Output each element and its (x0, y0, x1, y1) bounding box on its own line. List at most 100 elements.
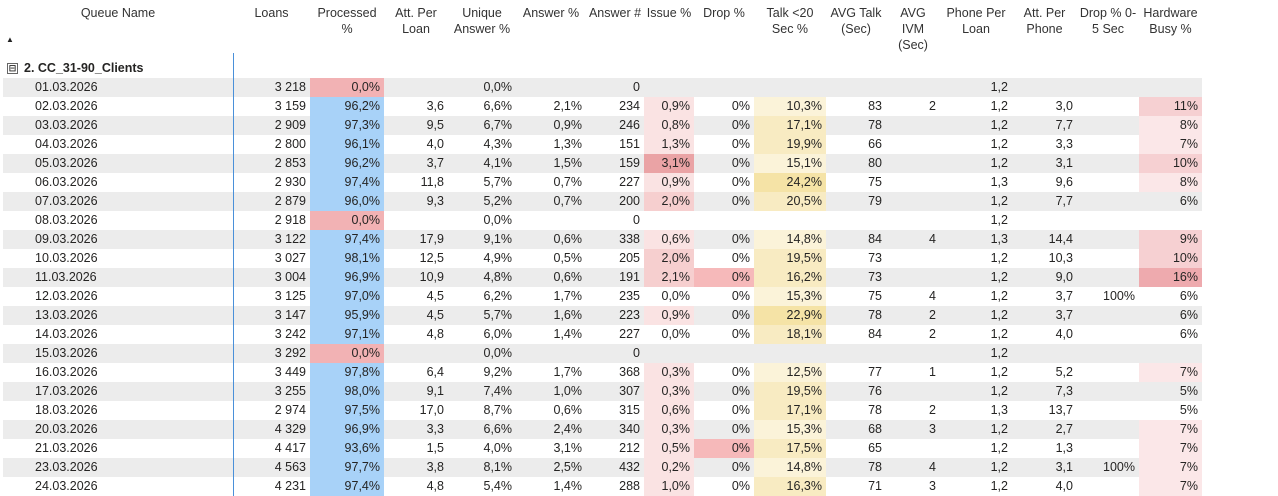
cell-phone_loan: 1,2 (940, 306, 1012, 325)
cell-att_loan: 4,0 (426, 137, 444, 151)
cell-att_phone: 9,6 (1055, 175, 1073, 189)
cell-avg_ivm (886, 439, 940, 458)
column-header-drop[interactable]: Drop % (703, 6, 745, 20)
column-header-avg_ivm[interactable]: AVG IVM (Sec) (898, 6, 928, 52)
table-row[interactable]: 12.03.2026 3 125 97,0% 4,5 6,2% 1,7% 235 0,0% 0%… (3, 287, 1202, 306)
header-row: Queue Name Loans Processed % Att. Per Loan U… (3, 0, 1202, 53)
cell-avg_ivm: 2 (929, 327, 936, 341)
sort-ascending-icon[interactable]: ▲ (6, 35, 14, 44)
table-row[interactable]: 03.03.2026 2 909 97,3% 9,5 6,7% 0,9% 246 0,8% 0%… (3, 116, 1202, 135)
table-row[interactable]: 02.03.2026 3 159 96,2% 3,6 6,6% 2,1% 234 0,9% 0%… (3, 97, 1202, 116)
cell-processed: 0,0% (310, 211, 384, 230)
group-row[interactable]: ⊟ 2. CC_31-90_Clients (3, 59, 1202, 78)
column-header-answer_num[interactable]: Answer # (588, 6, 642, 20)
column-header-loans[interactable]: Loans (254, 6, 289, 20)
cell-unique_ans: 0,0% (448, 78, 516, 97)
cell-unique_ans: 6,2% (483, 289, 513, 303)
table-row[interactable]: 17.03.2026 3 255 98,0% 9,1 7,4% 1,0% 307 0,3% 0%… (3, 382, 1202, 401)
table-row[interactable]: 07.03.2026 2 879 96,0% 9,3 5,2% 0,7% 200 2,0% 0%… (3, 192, 1202, 211)
table-row[interactable]: 11.03.2026 3 004 96,9% 10,9 4,8% 0,6% 191 2,1% 0… (3, 268, 1202, 287)
cell-phone_loan: 1,2 (990, 441, 1008, 455)
cell-processed: 95,9% (310, 306, 384, 325)
cell-queue: 05.03.2026 (3, 154, 234, 173)
cell-talk20 (754, 344, 826, 363)
column-header-hw_busy[interactable]: Hardware Busy % (1143, 6, 1198, 36)
table-row[interactable]: 14.03.2026 3 242 97,1% 4,8 6,0% 1,4% 227 0,0% 0%… (3, 325, 1202, 344)
cell-unique_ans: 6,7% (448, 116, 516, 135)
table-row[interactable]: 06.03.2026 2 930 97,4% 11,8 5,7% 0,7% 227 0,9% 0… (3, 173, 1202, 192)
table-row[interactable]: 15.03.2026 3 292 0,0% 0,0% 0 1,2 (3, 344, 1202, 363)
cell-avg_talk: 77 (868, 365, 882, 379)
cell-answer_pct (516, 211, 586, 230)
cell-answer_pct: 1,7% (553, 365, 583, 379)
collapse-icon[interactable]: ⊟ (7, 63, 18, 75)
cell-unique_ans: 5,7% (483, 175, 513, 189)
cell-answer_num: 338 (586, 230, 644, 249)
cell-talk20: 22,9% (754, 306, 826, 325)
cell-talk20: 19,5% (754, 249, 826, 268)
table-row[interactable]: 05.03.2026 2 853 96,2% 3,7 4,1% 1,5% 159 3,1% 0%… (3, 154, 1202, 173)
cell-att_loan: 17,9 (384, 230, 448, 249)
table-row[interactable]: 09.03.2026 3 122 97,4% 17,9 9,1% 0,6% 338 0,6% 0… (3, 230, 1202, 249)
cell-avg_talk: 80 (826, 154, 886, 173)
cell-issue: 2,0% (644, 249, 694, 268)
cell-att_phone: 1,3 (1055, 441, 1073, 455)
table-row[interactable]: 18.03.2026 2 974 97,5% 17,0 8,7% 0,6% 315 0,6% 0… (3, 401, 1202, 420)
cell-processed: 96,9% (310, 268, 384, 287)
table-row[interactable]: 24.03.2026 4 231 97,4% 4,8 5,4% 1,4% 288 1,0% 0%… (3, 477, 1202, 496)
table-row[interactable]: 13.03.2026 3 147 95,9% 4,5 5,7% 1,6% 223 0,9% 0%… (3, 306, 1202, 325)
table-row[interactable]: 08.03.2026 2 918 0,0% 0,0% 0 1,2 (3, 211, 1202, 230)
cell-processed: 98,1% (310, 249, 384, 268)
cell-avg_ivm (886, 249, 940, 268)
column-header-answer_pct[interactable]: Answer % (522, 6, 580, 20)
cell-processed: 96,0% (310, 192, 384, 211)
cell-att_phone: 5,2 (1055, 365, 1073, 379)
table-row[interactable]: 10.03.2026 3 027 98,1% 12,5 4,9% 0,5% 205 2,0% 0… (3, 249, 1202, 268)
cell-answer_num: 212 (619, 441, 640, 455)
cell-att_phone (1012, 344, 1077, 363)
cell-processed: 97,8% (310, 363, 384, 382)
cell-hw_busy (1139, 344, 1202, 363)
table-row[interactable]: 04.03.2026 2 800 96,1% 4,0 4,3% 1,3% 151 1,3% 0%… (3, 135, 1202, 154)
column-header-issue[interactable]: Issue % (646, 6, 692, 20)
column-header-queue[interactable]: Queue Name (80, 6, 156, 20)
table-row[interactable]: 20.03.2026 4 329 96,9% 3,3 6,6% 2,4% 340 0,3% 0%… (3, 420, 1202, 439)
column-header-avg_talk[interactable]: AVG Talk (Sec) (830, 6, 882, 36)
column-header-processed[interactable]: Processed % (317, 6, 377, 36)
cell-avg_talk: 78 (826, 116, 886, 135)
cell-att_loan: 3,3 (384, 420, 448, 439)
column-header-talk20[interactable]: Talk <20 Sec % (766, 6, 814, 36)
cell-issue: 0,8% (644, 116, 694, 135)
cell-talk20: 16,2% (754, 268, 826, 287)
cell-issue: 1,3% (644, 135, 694, 154)
table-row[interactable]: 16.03.2026 3 449 97,8% 6,4 9,2% 1,7% 368 0,3% 0%… (3, 363, 1202, 382)
cell-processed: 97,4% (310, 173, 384, 192)
cell-unique_ans: 7,4% (448, 382, 516, 401)
cell-avg_talk: 65 (868, 441, 882, 455)
cell-loans: 3 255 (233, 382, 310, 401)
column-header-att_phone[interactable]: Att. Per Phone (1023, 6, 1066, 36)
table-row[interactable]: 01.03.2026 3 218 0,0% 0,0% 0 1,2 (3, 78, 1202, 97)
cell-queue: 18.03.2026 (3, 401, 234, 420)
data-table: Queue Name Loans Processed % Att. Per Loan U… (3, 0, 1202, 496)
cell-answer_num: 223 (586, 306, 644, 325)
table-row[interactable]: 23.03.2026 4 563 97,7% 3,8 8,1% 2,5% 432 0,2% 0%… (3, 458, 1202, 477)
cell-att_phone: 4,0 (1055, 327, 1073, 341)
cell-answer_pct: 1,4% (553, 327, 583, 341)
cell-queue: 23.03.2026 (3, 458, 234, 477)
cell-att_loan: 4,5 (426, 289, 444, 303)
cell-answer_num: 288 (619, 479, 640, 493)
table-row[interactable]: 21.03.2026 4 417 93,6% 1,5 4,0% 3,1% 212 0,5% 0%… (3, 439, 1202, 458)
cell-unique_ans: 4,1% (448, 154, 516, 173)
cell-unique_ans: 5,7% (448, 306, 516, 325)
column-header-drop05[interactable]: Drop % 0-5 Sec (1079, 6, 1137, 36)
column-header-unique_ans[interactable]: Unique Answer % (453, 6, 511, 36)
column-header-phone_loan[interactable]: Phone Per Loan (946, 6, 1006, 36)
column-header-att_loan[interactable]: Att. Per Loan (395, 6, 437, 36)
cell-drop: 0% (694, 458, 754, 477)
cell-queue: 21.03.2026 (3, 439, 234, 458)
cell-drop: 0% (731, 289, 750, 303)
cell-hw_busy: 7% (1139, 420, 1202, 439)
cell-phone_loan: 1,2 (990, 479, 1008, 493)
cell-answer_num: 227 (619, 175, 640, 189)
